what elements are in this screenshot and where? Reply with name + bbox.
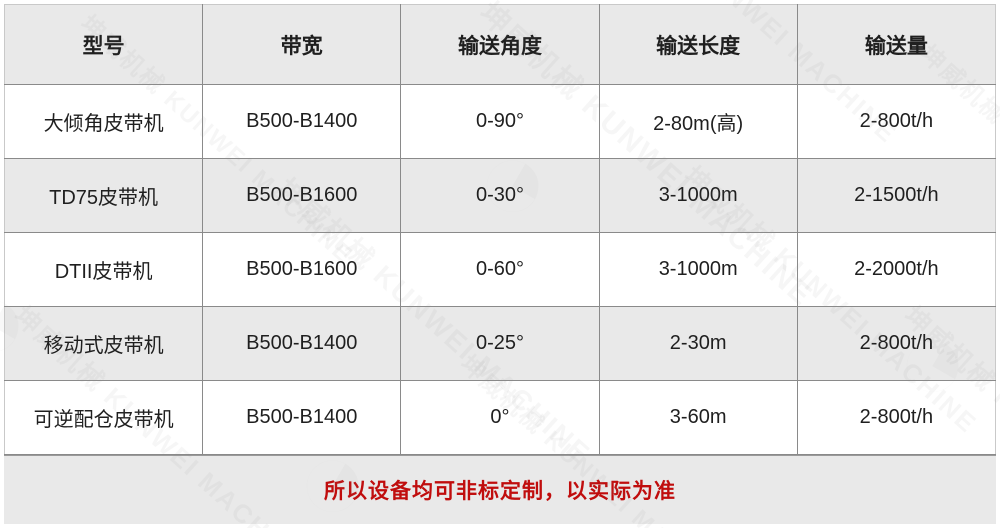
table-cell: 移动式皮带机 — [3, 306, 204, 381]
table-cell: 2-1500t/h — [796, 158, 997, 233]
header-row: 型号 带宽 输送角度 输送长度 输送量 — [3, 4, 997, 85]
table-cell: 3-1000m — [598, 158, 798, 233]
table-cell: 2-80m(高) — [598, 84, 798, 159]
table-cell: 2-30m — [598, 306, 798, 381]
table-cell: B500-B1400 — [202, 380, 402, 455]
table-cell: 3-1000m — [598, 232, 798, 307]
table-cell: 2-800t/h — [796, 84, 997, 159]
table-cell: B500-B1600 — [202, 232, 402, 307]
table-cell: 0-25° — [400, 306, 600, 381]
table-cell: 可逆配仓皮带机 — [3, 380, 204, 455]
table-cell: TD75皮带机 — [3, 158, 204, 233]
table-cell: B500-B1600 — [202, 158, 402, 233]
table-body: 大倾角皮带机 B500-B1400 0-90° 2-80m(高) 2-800t/h TD7… — [3, 84, 997, 455]
table-cell: 3-60m — [598, 380, 798, 455]
table-row: TD75皮带机 B500-B1600 0-30° 3-1000m 2-1500t/h — [3, 158, 997, 233]
table-cell: 0-30° — [400, 158, 600, 233]
table-cell: 0-90° — [400, 84, 600, 159]
table-row: 移动式皮带机 B500-B1400 0-25° 2-30m 2-800t/h — [3, 306, 997, 381]
table-row: DTII皮带机 B500-B1600 0-60° 3-1000m 2-2000t/h — [3, 232, 997, 307]
table-row: 可逆配仓皮带机 B500-B1400 0° 3-60m 2-800t/h — [3, 380, 997, 455]
table-cell: 2-800t/h — [796, 306, 997, 381]
table-row: 大倾角皮带机 B500-B1400 0-90° 2-80m(高) 2-800t/h — [3, 84, 997, 159]
customization-note: 所以设备均可非标定制，以实际为准 — [4, 455, 996, 524]
table-cell: 2-800t/h — [796, 380, 997, 455]
header-cell: 输送角度 — [400, 4, 600, 85]
table-cell: B500-B1400 — [202, 84, 402, 159]
table-header: 型号 带宽 输送角度 输送长度 输送量 — [3, 4, 997, 85]
header-cell: 输送长度 — [598, 4, 798, 85]
conveyor-spec-table: 型号 带宽 输送角度 输送长度 输送量 大倾角皮带机 B500-B1400 0-90° 2-8… — [3, 4, 997, 455]
table-cell: 0° — [400, 380, 600, 455]
header-cell: 型号 — [3, 4, 204, 85]
table-cell: 2-2000t/h — [796, 232, 997, 307]
header-cell: 带宽 — [202, 4, 402, 85]
table-cell: B500-B1400 — [202, 306, 402, 381]
table-cell: 大倾角皮带机 — [3, 84, 204, 159]
table-cell: DTII皮带机 — [3, 232, 204, 307]
table-cell: 0-60° — [400, 232, 600, 307]
header-cell: 输送量 — [796, 4, 997, 85]
